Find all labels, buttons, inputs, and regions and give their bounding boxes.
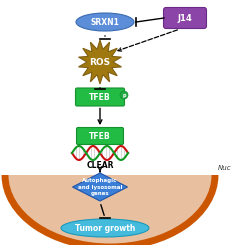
Bar bbox=[0, 0, 231, 175]
FancyBboxPatch shape bbox=[164, 8, 207, 28]
Text: CLEAR: CLEAR bbox=[86, 160, 114, 170]
Text: Nucleus: Nucleus bbox=[218, 165, 231, 171]
Text: TFEB: TFEB bbox=[89, 132, 111, 140]
Bar bbox=[0, 0, 231, 175]
Text: ROS: ROS bbox=[89, 58, 111, 66]
Ellipse shape bbox=[61, 219, 149, 237]
Text: Tumor growth: Tumor growth bbox=[75, 223, 135, 233]
FancyBboxPatch shape bbox=[76, 88, 125, 106]
Text: Autophagic
and lysosomal
genes: Autophagic and lysosomal genes bbox=[78, 178, 122, 196]
Ellipse shape bbox=[120, 91, 128, 99]
Text: p: p bbox=[122, 93, 126, 98]
Text: J14: J14 bbox=[178, 13, 192, 23]
Ellipse shape bbox=[5, 103, 215, 245]
Text: SRXN1: SRXN1 bbox=[91, 17, 119, 26]
Polygon shape bbox=[79, 40, 122, 84]
FancyBboxPatch shape bbox=[76, 127, 124, 145]
Ellipse shape bbox=[76, 13, 134, 31]
Text: TFEB: TFEB bbox=[89, 93, 111, 101]
Polygon shape bbox=[73, 173, 128, 201]
